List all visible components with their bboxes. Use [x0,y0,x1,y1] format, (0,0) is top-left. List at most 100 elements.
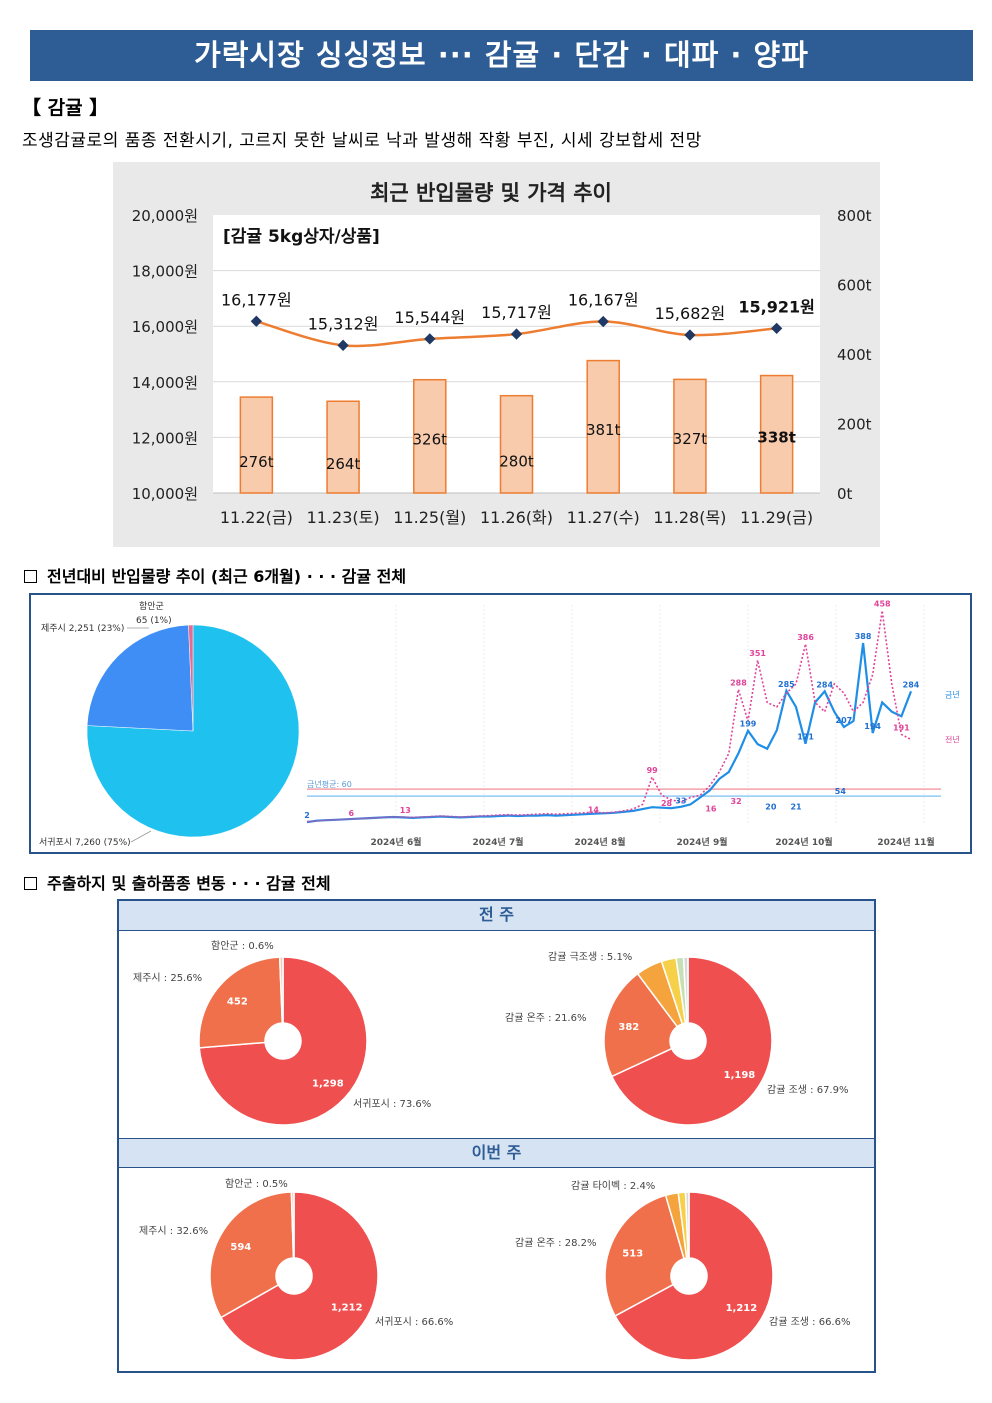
y-right-tick: 0t [837,485,853,503]
point-label: 33 [675,797,686,806]
donut-label: 감귤 극조생 : 5.1% [548,951,632,963]
y-right-tick: 600t [837,277,872,295]
section3-heading-text: 주출하지 및 출하품종 변동 · · · 감귤 전체 [47,874,331,893]
point-label: 171 [797,733,814,742]
point-label: 284 [903,680,920,689]
y-right-tick: 800t [837,207,872,225]
volume-bar [326,400,360,494]
donut-label: 감귤 온주 : 28.2% [515,1237,596,1249]
point-label: 207 [836,716,853,725]
donut-value-label: 1,212 [331,1303,363,1314]
point-label: 13 [400,806,411,815]
donut-slice [278,956,284,1024]
point-label: 288 [730,678,747,687]
price-marker [597,315,609,328]
point-label: 28 [661,799,673,808]
volume-label: 338t [757,428,795,446]
y-left-tick: 18,000원 [132,263,198,281]
x-tick: 2024년 11월 [877,836,934,848]
donut-slice [209,1191,295,1319]
point-label: 194 [864,722,881,731]
point-label: 388 [855,632,872,641]
y-left-tick: 10,000원 [132,485,198,503]
pie-slice [86,624,300,838]
yearly-comparison-svg: 서귀포시 7,260 (75%) 제주시 2,251 (23%) 함안군 65 (1%… [39,600,960,848]
volume-label: 381t [586,421,621,439]
price-marker [770,322,783,335]
avg-label: 금년평균: 60 [307,779,352,789]
point-label: 284 [816,680,833,689]
price-label: 15,312원 [308,314,379,333]
donut-label: 서귀포시 : 66.6% [375,1316,453,1328]
x-tick: 2024년 10월 [775,836,832,848]
x-tick: 11.27(수) [567,508,640,527]
donut-slice [610,956,773,1126]
donut-slice [290,1191,295,1259]
price-marker [424,333,436,345]
volume-bar [413,378,447,494]
price-label: 15,921원 [738,297,814,316]
leader-line [130,830,152,843]
point-label: 14 [588,806,600,815]
x-tick: 11.29(금) [740,508,813,527]
y-right-tick: 400t [837,346,872,364]
point-label: 2 [304,811,310,820]
square-bullet-icon [24,570,37,583]
donut-label: 감귤 타이벡 : 2.4% [571,1180,655,1192]
chart-title: 최근 반입물량 및 가격 추이 [370,181,612,205]
volume-label: 327t [673,430,708,448]
donut-label: 제주시 : 32.6% [139,1225,208,1237]
section2-heading-text: 전년대비 반입물량 추이 (최근 6개월) · · · 감귤 전체 [47,567,407,586]
pie-label-seogwipo: 서귀포시 7,260 (75%) [39,837,131,848]
chart-subtitle: [감귤 5kg상자/상품] [223,227,380,247]
x-tick: 2024년 9월 [676,836,727,848]
point-label: 191 [893,723,910,732]
volume-price-chart: 최근 반입물량 및 가격 추이 [감귤 5kg상자/상품] 20,000원 18,00… [113,162,880,547]
point-label: 458 [874,600,891,609]
donut-slice [198,956,368,1126]
donut-slice [684,1191,690,1259]
price-marker [684,329,696,341]
point-label: 285 [778,680,795,689]
point-label: 32 [731,797,742,806]
donut-slice [219,1191,379,1361]
price-label: 16,167원 [568,291,639,310]
y-left-tick: 14,000원 [132,374,198,392]
donut-slice [614,1191,774,1361]
point-label: 54 [835,787,847,796]
legend-previous: 전년 [945,734,960,744]
y-left-tick: 20,000원 [132,207,198,225]
donut-value-label: 594 [230,1242,251,1253]
donut-charts-svg: 1,298 452 함안군 : 0.6% 제주시 : 25.6% 서귀포시 : 73.6… [133,940,850,1361]
x-tick: 11.22(금) [220,508,293,527]
donut-label: 감귤 조생 : 66.6% [769,1316,850,1328]
volume-bar [759,374,794,494]
x-tick: 11.26(화) [480,508,553,527]
donut-label: 감귤 온주 : 21.6% [505,1012,586,1024]
x-tick: 11.23(토) [307,508,380,527]
donut-slice [198,956,284,1049]
price-label: 15,717원 [481,303,552,322]
price-marker [337,339,349,351]
point-label: 99 [647,766,659,775]
donut-label: 제주시 : 25.6% [133,972,202,984]
point-label: 351 [749,649,766,658]
y-left-tick: 16,000원 [132,318,198,336]
price-label: 15,682원 [655,304,726,323]
price-label: 15,544원 [394,308,465,327]
donut-label: 감귤 조생 : 67.9% [767,1084,848,1096]
donut-value-label: 1,198 [724,1070,756,1081]
x-tick: 2024년 6월 [370,836,421,848]
pie-slice [188,624,194,732]
pie-label-jeju: 제주시 2,251 (23%) [41,623,124,634]
donut-value-label: 452 [227,997,248,1008]
section-summary: 조생감귤로의 품종 전환시기, 고르지 못한 날씨로 낙과 발생해 작황 부진,… [22,131,702,151]
volume-label: 280t [499,452,534,470]
this-week-header: 이번 주 [119,1138,874,1168]
page-title-banner: 가락시장 싱싱정보 ··· 감귤 · 단감 · 대파 · 양파 [30,30,973,81]
point-label: 21 [790,802,802,811]
point-label: 199 [740,720,757,729]
donut-value-label: 1,298 [312,1078,344,1089]
donut-value-label: 382 [618,1022,639,1033]
volume-label: 264t [326,455,361,473]
